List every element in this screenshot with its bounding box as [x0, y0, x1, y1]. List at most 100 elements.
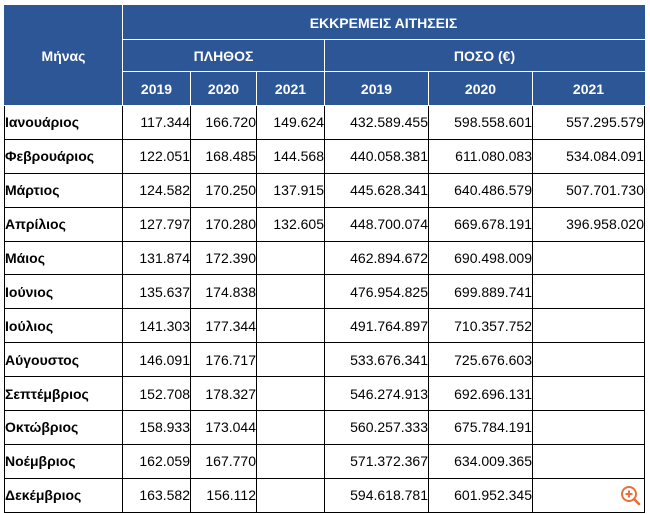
- amount-cell: 546.274.913: [324, 376, 429, 412]
- count-cell: 144.568: [256, 138, 325, 174]
- amount-cell: [532, 443, 645, 479]
- count-cell: 149.624: [256, 105, 325, 140]
- month-cell: Φεβρουάριος: [4, 138, 123, 174]
- amount-cell: 560.257.333: [324, 410, 429, 445]
- table-row: Ιανουάριος 117.344 166.720 149.624 432.589.4…: [4, 105, 645, 140]
- amount-cell: 432.589.455: [324, 105, 429, 140]
- month-cell: Απρίλιος: [4, 206, 123, 242]
- count-cell: 162.059: [122, 443, 191, 479]
- count-year-2021: 2021: [256, 71, 325, 106]
- count-cell: 152.708: [122, 376, 191, 412]
- count-header: ΠΛΗΘΟΣ: [122, 39, 325, 72]
- table-row: Δεκέμβριος 163.582 156.112 594.618.781 601.9…: [4, 477, 645, 513]
- amount-cell: [532, 308, 645, 344]
- month-cell: Ιανουάριος: [4, 105, 123, 140]
- amount-year-2019: 2019: [324, 71, 429, 106]
- amount-cell: 534.084.091: [532, 138, 645, 174]
- amount-year-2020: 2020: [428, 71, 533, 106]
- count-cell: 146.091: [122, 342, 191, 378]
- count-cell: 141.303: [122, 308, 191, 344]
- amount-cell: 491.764.897: [324, 308, 429, 344]
- count-cell: 156.112: [190, 477, 257, 513]
- count-cell: [256, 376, 325, 412]
- amount-cell: 675.784.191: [428, 410, 533, 445]
- count-cell: 158.933: [122, 410, 191, 445]
- count-cell: 163.582: [122, 477, 191, 513]
- amount-cell: 640.486.579: [428, 172, 533, 208]
- count-cell: 124.582: [122, 172, 191, 208]
- count-cell: 177.344: [190, 308, 257, 344]
- amount-cell: 601.952.345: [428, 477, 533, 513]
- amount-cell: 710.357.752: [428, 308, 533, 344]
- count-cell: 127.797: [122, 206, 191, 242]
- count-cell: 170.280: [190, 206, 257, 242]
- amount-cell: [532, 410, 645, 445]
- amount-cell: [532, 376, 645, 412]
- amount-cell: 396.958.020: [532, 206, 645, 242]
- amount-cell: 445.628.341: [324, 172, 429, 208]
- amount-cell: 571.372.367: [324, 443, 429, 479]
- table-row: Ιούλιος 141.303 177.344 491.764.897 710.357.…: [4, 308, 645, 344]
- count-cell: 122.051: [122, 138, 191, 174]
- count-cell: 173.044: [190, 410, 257, 445]
- amount-cell: [532, 477, 645, 513]
- count-cell: 132.605: [256, 206, 325, 242]
- table-row: Φεβρουάριος 122.051 168.485 144.568 440.058.…: [4, 138, 645, 174]
- table-row: Αύγουστος 146.091 176.717 533.676.341 725.67…: [4, 342, 645, 378]
- month-header: Μήνας: [4, 5, 123, 106]
- amount-cell: 533.676.341: [324, 342, 429, 378]
- table-row: Μάρτιος 124.582 170.250 137.915 445.628.341 6…: [4, 172, 645, 208]
- count-cell: [256, 443, 325, 479]
- month-cell: Αύγουστος: [4, 342, 123, 378]
- month-cell: Σεπτέμβριος: [4, 376, 123, 412]
- count-cell: 167.770: [190, 443, 257, 479]
- count-cell: 170.250: [190, 172, 257, 208]
- month-cell: Μάρτιος: [4, 172, 123, 208]
- count-cell: [256, 240, 325, 276]
- amount-cell: 594.618.781: [324, 477, 429, 513]
- count-year-2020: 2020: [190, 71, 257, 106]
- month-cell: Οκτώβριος: [4, 410, 123, 445]
- amount-cell: 611.080.083: [428, 138, 533, 174]
- count-cell: 176.717: [190, 342, 257, 378]
- count-cell: [256, 410, 325, 445]
- amount-cell: 448.700.074: [324, 206, 429, 242]
- table-row: Ιούνιος 135.637 174.838 476.954.825 699.889.…: [4, 274, 645, 310]
- amount-cell: 690.498.009: [428, 240, 533, 276]
- amount-cell: [532, 342, 645, 378]
- count-year-2019: 2019: [122, 71, 191, 106]
- count-cell: 135.637: [122, 274, 191, 310]
- zoom-in-icon[interactable]: [619, 484, 641, 506]
- amount-cell: [532, 240, 645, 276]
- amount-cell: 634.009.365: [428, 443, 533, 479]
- count-cell: [256, 274, 325, 310]
- amount-cell: 692.696.131: [428, 376, 533, 412]
- amount-cell: 462.894.672: [324, 240, 429, 276]
- count-cell: [256, 477, 325, 513]
- pending-applications-table: Μήνας ΕΚΚΡΕΜΕΙΣ ΑΙΤΗΣΕΙΣ ΠΛΗΘΟΣ ΠΟΣΟ (€)…: [4, 5, 645, 513]
- amount-cell: 699.889.741: [428, 274, 533, 310]
- amount-year-2021: 2021: [532, 71, 645, 106]
- table-row: Απρίλιος 127.797 170.280 132.605 448.700.074…: [4, 206, 645, 242]
- count-cell: 131.874: [122, 240, 191, 276]
- month-cell: Δεκέμβριος: [4, 477, 123, 513]
- amount-cell: 476.954.825: [324, 274, 429, 310]
- month-cell: Ιούνιος: [4, 274, 123, 310]
- count-cell: 117.344: [122, 105, 191, 140]
- month-cell: Ιούλιος: [4, 308, 123, 344]
- count-cell: 178.327: [190, 376, 257, 412]
- count-cell: 168.485: [190, 138, 257, 174]
- month-cell: Μάιος: [4, 240, 123, 276]
- amount-cell: 507.701.730: [532, 172, 645, 208]
- amount-cell: [532, 274, 645, 310]
- group-title: ΕΚΚΡΕΜΕΙΣ ΑΙΤΗΣΕΙΣ: [122, 5, 645, 40]
- amount-cell: 440.058.381: [324, 138, 429, 174]
- count-cell: 166.720: [190, 105, 257, 140]
- count-cell: 172.390: [190, 240, 257, 276]
- amount-cell: 669.678.191: [428, 206, 533, 242]
- table-row: Νοέμβριος 162.059 167.770 571.372.367 634.00…: [4, 443, 645, 479]
- table-row: Μάιος 131.874 172.390 462.894.672 690.498.00…: [4, 240, 645, 276]
- count-cell: 137.915: [256, 172, 325, 208]
- amount-cell: 598.558.601: [428, 105, 533, 140]
- count-cell: [256, 308, 325, 344]
